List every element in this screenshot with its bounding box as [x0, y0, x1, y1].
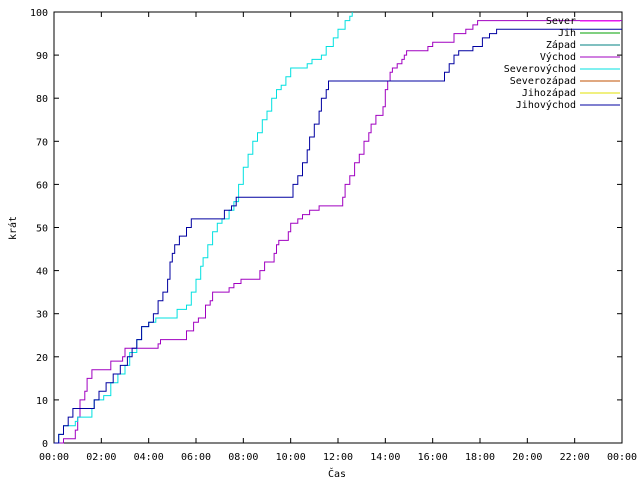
- x-tick-label: 10:00: [276, 452, 306, 463]
- x-tick-label: 12:00: [323, 452, 353, 463]
- x-tick-label: 00:00: [607, 452, 637, 463]
- y-tick-label: 30: [36, 310, 48, 321]
- x-tick-label: 20:00: [512, 452, 542, 463]
- legend-label: Jihozápad: [522, 87, 576, 99]
- y-tick-label: 20: [36, 353, 48, 364]
- x-tick-label: 06:00: [181, 452, 211, 463]
- y-tick-label: 10: [36, 396, 48, 407]
- x-tick-label: 22:00: [560, 452, 590, 463]
- series-line-7: [54, 28, 622, 444]
- y-tick-label: 0: [42, 439, 48, 450]
- y-tick-label: 70: [36, 137, 48, 148]
- legend-label: Východ: [540, 51, 576, 63]
- series-lines-group: [54, 12, 622, 444]
- y-tick-label: 60: [36, 180, 48, 191]
- legend-label: Jihovýchod: [516, 99, 576, 111]
- y-tick-label: 100: [30, 8, 48, 19]
- legend-label: Severozápad: [510, 75, 576, 87]
- series-line-4: [54, 12, 353, 444]
- y-axis-label: krát: [7, 216, 19, 240]
- x-tick-label: 04:00: [134, 452, 164, 463]
- y-tick-label: 40: [36, 267, 48, 278]
- y-tick-label: 50: [36, 224, 48, 235]
- legend: SeverJihZápadVýchodSeverovýchodSeverozáp…: [504, 16, 620, 111]
- y-tick-label: 80: [36, 94, 48, 105]
- legend-label: Západ: [546, 39, 576, 51]
- legend-label: Jih: [558, 28, 576, 39]
- x-tick-label: 14:00: [370, 452, 400, 463]
- x-tick-label: 02:00: [86, 452, 116, 463]
- x-tick-label: 18:00: [465, 452, 495, 463]
- x-tick-label: 16:00: [418, 452, 448, 463]
- x-tick-label: 00:00: [39, 452, 69, 463]
- axis-ticks-group: 0 10 20 30 40 50 60 70 80 90 100 00:00 02:00 04:00 06:…: [30, 8, 637, 463]
- legend-label: Sever: [546, 16, 576, 27]
- x-axis-label: Čas: [328, 467, 346, 480]
- series-line-3: [58, 20, 622, 444]
- y-tick-label: 90: [36, 51, 48, 62]
- legend-label: Severovýchod: [504, 63, 576, 75]
- x-tick-label: 08:00: [228, 452, 258, 463]
